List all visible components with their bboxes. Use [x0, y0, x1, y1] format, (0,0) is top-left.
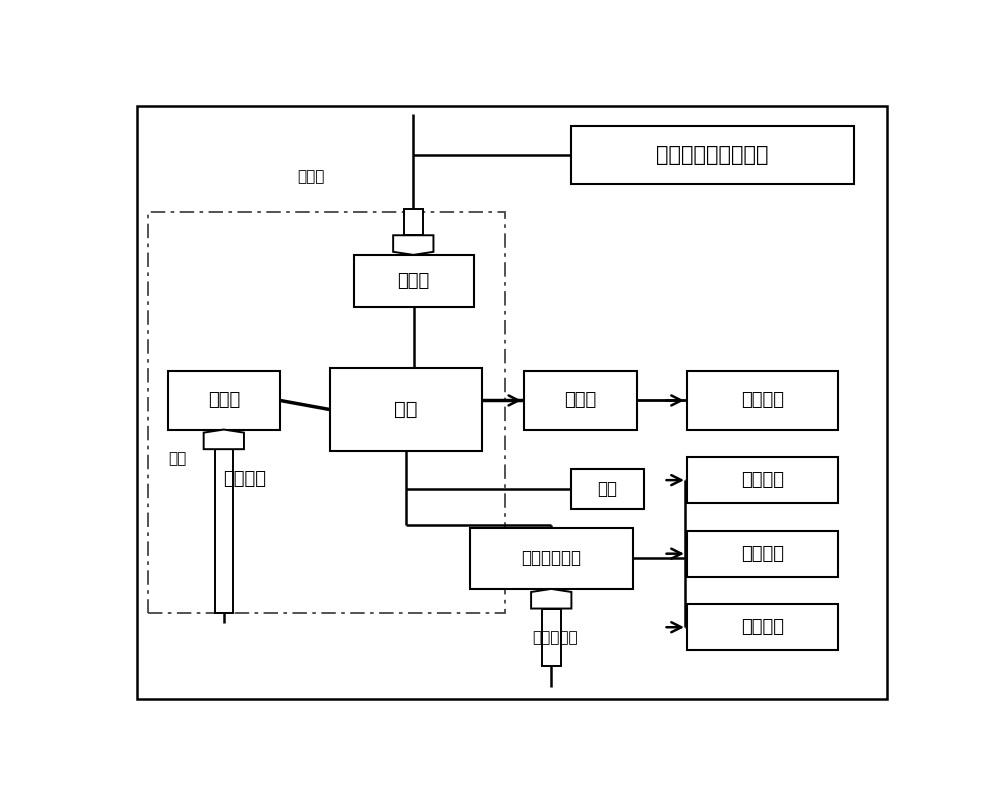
Bar: [687, 604, 838, 650]
Bar: [330, 369, 482, 451]
Bar: [148, 212, 505, 614]
Bar: [168, 371, 280, 430]
Text: 燃烧室: 燃烧室: [398, 272, 430, 290]
Bar: [470, 528, 633, 589]
Bar: [404, 209, 423, 236]
Text: 排气: 排气: [597, 480, 617, 498]
Text: 天然气: 天然气: [297, 169, 325, 184]
Text: 燃气轮机: 燃气轮机: [224, 470, 267, 488]
Bar: [687, 531, 838, 576]
Bar: [687, 457, 838, 503]
Bar: [524, 371, 637, 430]
Polygon shape: [531, 589, 571, 608]
Bar: [354, 255, 474, 307]
Text: 热水负荷: 热水负荷: [741, 471, 784, 489]
Text: 电力负荷: 电力负荷: [741, 392, 784, 409]
Text: 制冷负荷: 制冷负荷: [741, 544, 784, 563]
Text: 余热回收装置: 余热回收装置: [521, 549, 581, 568]
Bar: [542, 608, 561, 665]
Text: 空气: 空气: [169, 451, 187, 466]
Text: 压气机: 压气机: [208, 392, 240, 409]
Text: 采暖负荷: 采暖负荷: [741, 618, 784, 636]
Text: 三联供协调控制单元: 三联供协调控制单元: [656, 146, 768, 166]
Bar: [687, 371, 838, 430]
Bar: [571, 470, 644, 509]
Bar: [215, 449, 233, 614]
Polygon shape: [393, 236, 433, 255]
Text: 涡轮: 涡轮: [394, 400, 418, 419]
Text: 补充天燃气: 补充天燃气: [532, 630, 578, 646]
Bar: [571, 127, 854, 185]
Polygon shape: [204, 430, 244, 449]
Text: 发电机: 发电机: [564, 392, 596, 409]
